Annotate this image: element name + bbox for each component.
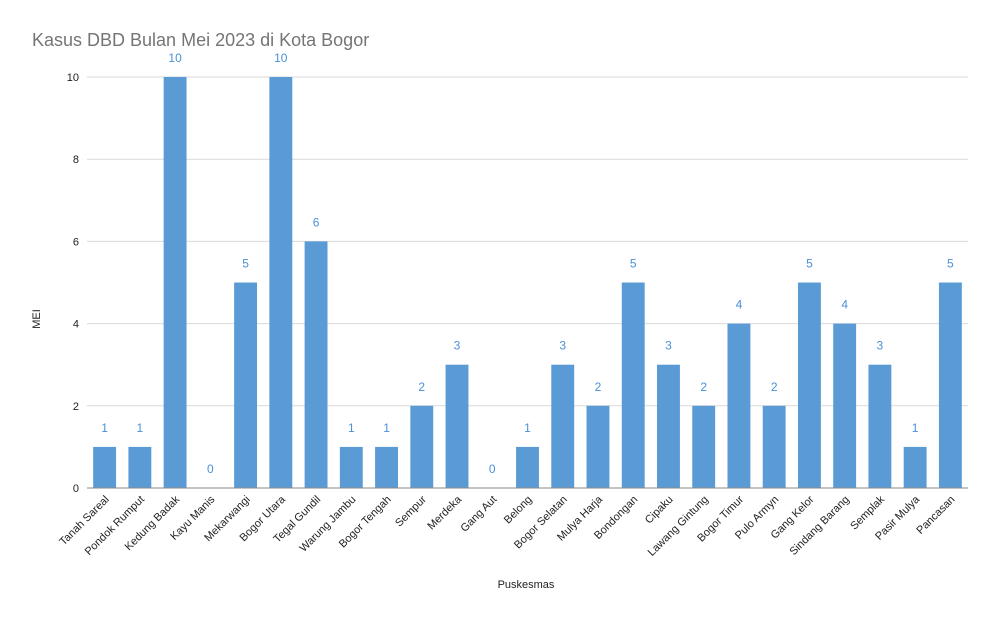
y-tick-label: 2: [73, 401, 79, 413]
y-tick-label: 10: [67, 72, 79, 84]
y-tick-label: 0: [73, 483, 79, 495]
data-label: 4: [841, 298, 848, 312]
bar: [234, 282, 258, 488]
bar: [516, 446, 539, 488]
y-tick-label: 6: [73, 236, 79, 248]
data-label: 3: [665, 339, 672, 353]
data-label: 1: [101, 421, 108, 435]
data-label: 10: [168, 51, 182, 65]
data-label: 0: [489, 462, 496, 476]
data-label: 1: [348, 421, 355, 435]
bar: [868, 364, 892, 488]
bar: [938, 282, 962, 488]
data-label: 6: [313, 215, 320, 229]
data-labels: 1 1 10 0 5 10 6 1 1 2 3 0 1 3 2 5 3 2 4 2 5 4 3 1 5: [101, 51, 954, 476]
data-label: 1: [383, 421, 390, 435]
x-category-label: Lawang Gintung: [646, 494, 711, 559]
x-category-label: Pancasan: [914, 494, 957, 537]
data-label: 2: [700, 380, 707, 394]
bar: [762, 405, 786, 488]
x-category-label: Gang Aut: [458, 494, 499, 535]
bar: [797, 282, 821, 488]
data-label: 3: [559, 339, 566, 353]
data-label: 5: [947, 257, 954, 271]
data-label: 5: [242, 257, 249, 271]
x-category-label: Belong: [502, 494, 535, 527]
data-label: 3: [454, 339, 461, 353]
bars: [93, 77, 962, 488]
gridlines: [87, 76, 968, 407]
bar: [339, 446, 363, 488]
chart-title: Kasus DBD Bulan Mei 2023 di Kota Bogor: [32, 30, 369, 50]
bar: [727, 323, 751, 488]
bar: [269, 77, 293, 488]
data-label: 5: [630, 257, 637, 271]
bar: [586, 405, 610, 488]
bar: [657, 364, 680, 488]
bar: [621, 282, 645, 488]
x-axis-title: Puskesmas: [498, 579, 555, 591]
data-label: 0: [207, 462, 214, 476]
bar: [692, 405, 716, 488]
y-tick-label: 8: [73, 154, 79, 166]
data-label: 1: [912, 421, 919, 435]
data-label: 4: [736, 298, 743, 312]
bar: [445, 364, 469, 488]
bar: [163, 77, 187, 488]
data-label: 2: [595, 380, 602, 394]
bar: [551, 364, 575, 488]
bar: [128, 446, 152, 488]
data-label: 10: [274, 51, 288, 65]
bar: [833, 323, 857, 488]
bar: [304, 241, 328, 488]
data-label: 1: [524, 421, 531, 435]
data-label: 3: [877, 339, 884, 353]
bar: [93, 446, 117, 488]
y-tick-label: 4: [73, 319, 79, 331]
data-label: 1: [137, 421, 144, 435]
x-category-label: Sempur: [393, 493, 429, 529]
y-axis-ticks: 0 2 4 6 8 10: [67, 72, 79, 495]
y-axis-title: MEI: [31, 309, 43, 329]
bar: [410, 405, 434, 488]
data-label: 5: [806, 257, 813, 271]
bar: [375, 446, 398, 488]
data-label: 2: [771, 380, 778, 394]
bar: [903, 446, 927, 488]
x-category-label: Cipaku: [643, 494, 676, 527]
data-label: 2: [418, 380, 425, 394]
